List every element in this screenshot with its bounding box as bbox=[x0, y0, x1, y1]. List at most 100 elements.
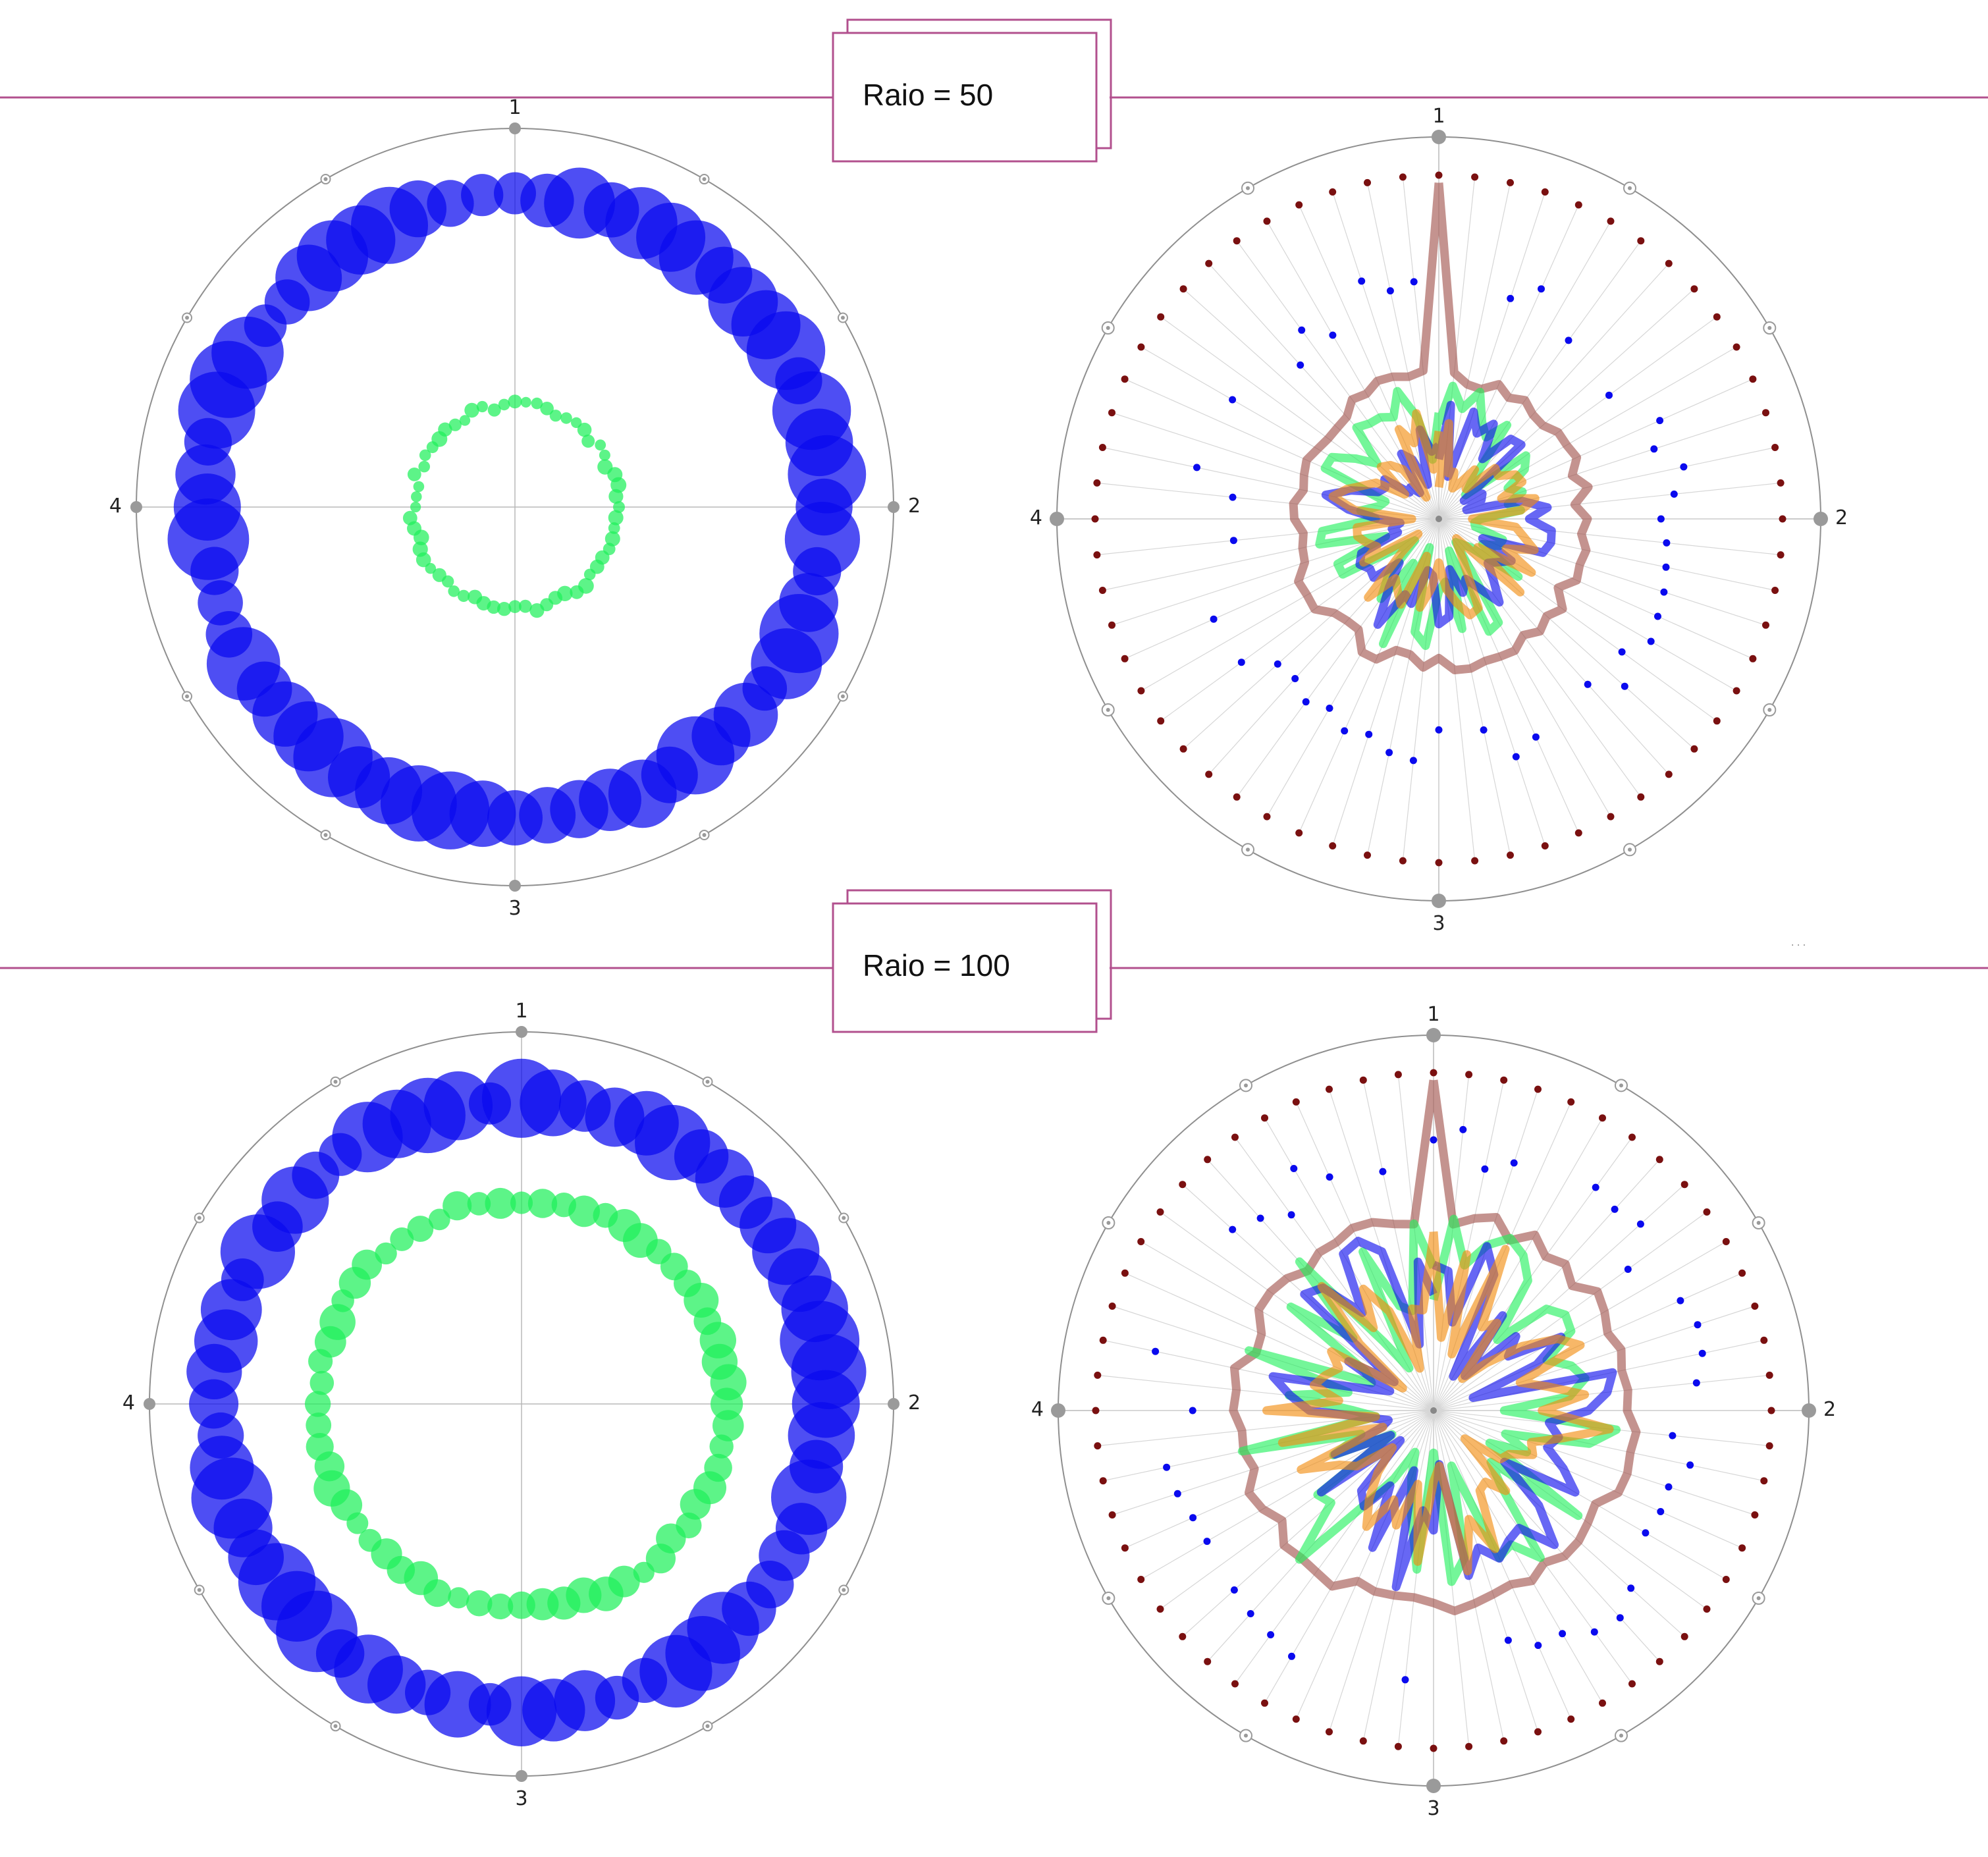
dark_red-dot bbox=[1690, 285, 1698, 293]
blue-dot bbox=[1210, 615, 1218, 623]
green-bubble bbox=[526, 1588, 559, 1621]
dark_red-dot bbox=[1137, 343, 1145, 351]
green-bubble bbox=[459, 415, 471, 426]
dark_red-dot bbox=[1465, 1742, 1473, 1750]
dark_red-dot bbox=[1329, 842, 1337, 849]
dark_red-dot bbox=[1637, 237, 1645, 245]
blue-dot bbox=[1538, 285, 1545, 293]
dark_red-dot bbox=[1295, 201, 1303, 209]
axis-label-2: 2 bbox=[1823, 1398, 1836, 1421]
dark_red-dot bbox=[1108, 409, 1115, 417]
dark_red-dot bbox=[1098, 444, 1106, 451]
dark_red-dot bbox=[1205, 770, 1213, 778]
green-bubble bbox=[518, 599, 532, 613]
blue-dot bbox=[1365, 730, 1373, 738]
blue-dot bbox=[1692, 1379, 1700, 1387]
ring-marker-dot bbox=[1106, 326, 1110, 330]
blue-dot bbox=[1326, 705, 1333, 712]
axis-label-3: 3 bbox=[1432, 912, 1445, 935]
blue-bubble bbox=[469, 1082, 511, 1125]
radar-spoke bbox=[1433, 1410, 1572, 1719]
radar-spoke bbox=[1438, 518, 1775, 591]
green-bubble bbox=[457, 589, 470, 603]
ring-marker-dot bbox=[323, 832, 328, 837]
green-bubble bbox=[390, 1227, 414, 1251]
blue-dot bbox=[1624, 1266, 1632, 1273]
dark_red-dot bbox=[1394, 1071, 1402, 1079]
radar-spoke bbox=[1124, 379, 1439, 520]
dark_red-dot bbox=[1680, 1181, 1688, 1189]
radar-spoke bbox=[1438, 412, 1766, 520]
green-bubble bbox=[428, 1208, 450, 1231]
green-bubble bbox=[448, 585, 460, 597]
blue-dot bbox=[1288, 1652, 1295, 1660]
ring-marker-dot bbox=[1628, 186, 1632, 190]
green-bubble bbox=[497, 602, 512, 616]
green-bubble bbox=[407, 468, 421, 481]
ring-marker-dot bbox=[1756, 1596, 1761, 1600]
blue-dot bbox=[1326, 1173, 1333, 1181]
axis-label-1: 1 bbox=[508, 96, 521, 119]
dark_red-dot bbox=[1399, 173, 1407, 181]
dark_red-dot bbox=[1607, 217, 1615, 225]
blue-dot bbox=[1510, 1159, 1518, 1167]
dark_red-dot bbox=[1777, 479, 1785, 487]
axis-label-3: 3 bbox=[1427, 1797, 1439, 1820]
axis-end-marker bbox=[1432, 130, 1446, 144]
green-bubble bbox=[413, 481, 425, 493]
blue-dot bbox=[1274, 660, 1281, 668]
ring-marker-dot bbox=[705, 1724, 710, 1729]
dark_red-dot bbox=[1094, 1371, 1102, 1379]
axis-end-marker bbox=[1432, 894, 1446, 908]
dark_red-dot bbox=[1751, 1303, 1759, 1310]
green-bubble bbox=[583, 568, 596, 581]
radar-spoke bbox=[1433, 1212, 1707, 1411]
green-bubble bbox=[412, 541, 428, 557]
ring-marker-dot bbox=[1628, 848, 1632, 852]
green-bubble bbox=[680, 1489, 711, 1520]
blue-dot bbox=[1665, 1483, 1673, 1491]
radar-spoke bbox=[1236, 518, 1439, 797]
green-bubble bbox=[485, 1187, 516, 1219]
green-bubble bbox=[464, 402, 479, 418]
radar-center bbox=[1436, 516, 1442, 522]
blue-dot bbox=[1650, 445, 1658, 453]
green-bubble bbox=[568, 1195, 600, 1227]
blue-dot bbox=[1670, 490, 1678, 498]
dark_red-dot bbox=[1767, 1407, 1775, 1414]
green-bubble bbox=[443, 1191, 472, 1221]
green-bubble bbox=[306, 1433, 334, 1461]
green-bubble bbox=[498, 398, 510, 411]
dark_red-dot bbox=[1628, 1680, 1636, 1688]
axis-end-marker bbox=[1050, 512, 1064, 526]
axis-label-3: 3 bbox=[508, 897, 521, 920]
dark_red-dot bbox=[1690, 745, 1698, 753]
dark_red-dot bbox=[1655, 1156, 1663, 1164]
header-frame-front bbox=[832, 32, 1098, 163]
orange-series-line bbox=[1328, 409, 1540, 620]
blue-dot bbox=[1627, 1584, 1635, 1592]
blue-dot bbox=[1189, 1407, 1196, 1414]
dark_red-dot bbox=[1364, 851, 1371, 859]
blue-dot bbox=[1663, 539, 1671, 547]
green-bubble bbox=[709, 1434, 734, 1459]
axis-end-marker bbox=[509, 880, 521, 892]
green-bubble bbox=[508, 394, 522, 409]
green-bubble bbox=[540, 402, 554, 416]
green-bubble bbox=[610, 477, 627, 493]
ring-marker-dot bbox=[1756, 1221, 1761, 1225]
green-bubble bbox=[570, 585, 584, 599]
green-bubble bbox=[645, 1544, 676, 1574]
dark_red-dot bbox=[1722, 1238, 1730, 1245]
radar-spoke bbox=[1438, 346, 1737, 520]
blue-dot bbox=[1409, 757, 1417, 765]
dark_red-dot bbox=[1399, 857, 1407, 865]
stray-mark: · · · bbox=[1791, 940, 1806, 951]
axis-end-marker bbox=[1426, 1028, 1441, 1042]
axis-end-marker bbox=[130, 501, 142, 513]
dark_red-dot bbox=[1093, 479, 1101, 487]
ring-marker-dot bbox=[323, 177, 328, 182]
blue-dot bbox=[1512, 753, 1520, 761]
green-bubble bbox=[712, 1410, 744, 1441]
ring-marker-dot bbox=[840, 694, 845, 699]
